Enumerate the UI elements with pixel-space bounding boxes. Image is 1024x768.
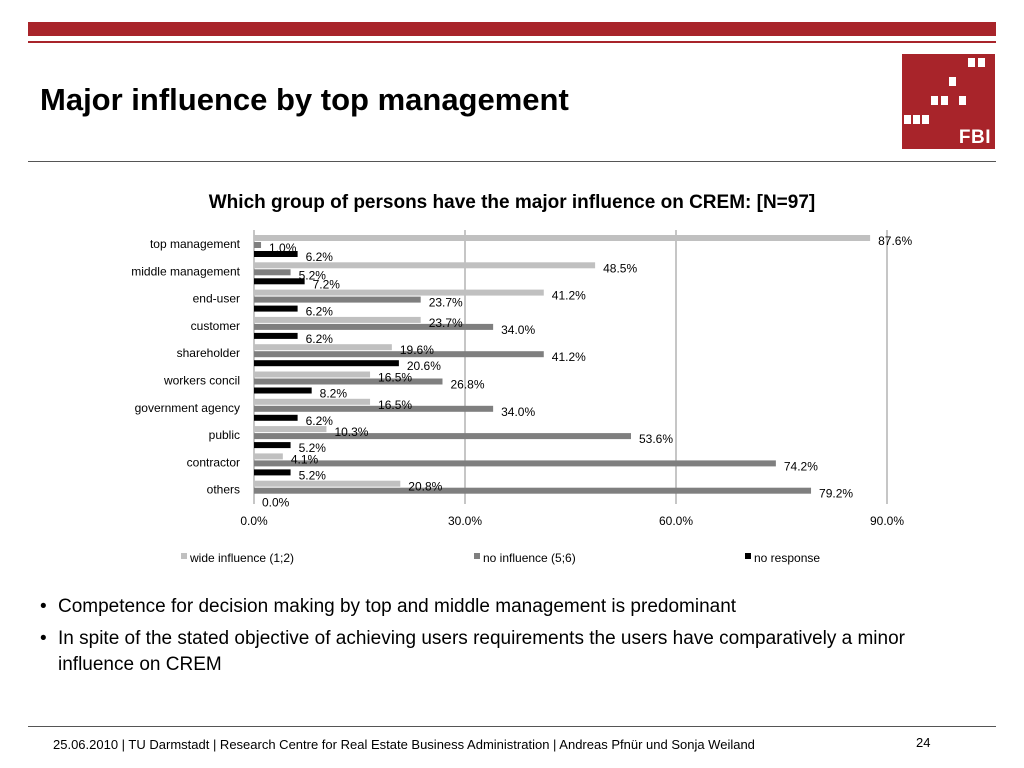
category-label-customer: customer [191, 319, 240, 333]
bullet-list: Competence for decision making by top an… [38, 594, 938, 684]
chart-title: Which group of persons have the major in… [208, 192, 816, 213]
page-number: 24 [916, 735, 931, 750]
bar-no-influence-public [254, 433, 631, 440]
data-label-wide-influence-customer: 23.7% [429, 316, 463, 330]
data-label-no-response-contractor: 5.2% [299, 468, 327, 482]
data-label-no-response-public: 5.2% [299, 441, 327, 455]
bar-no-influence-workers-concil [254, 378, 443, 385]
bar-wide-influence-workers-concil [254, 371, 371, 378]
category-label-government-agency: government agency [135, 401, 240, 415]
data-label-no-influence-top-management: 1.0% [269, 241, 297, 255]
data-label-no-influence-public: 53.6% [639, 432, 673, 446]
labels: 0.0% 30.0% 60.0% 90.0% top management 87.6% 1.… [131, 234, 912, 528]
category-label-workers-concil: workers concil [163, 374, 240, 388]
bar-no-response-top-management [254, 251, 298, 257]
x-tick-label: 30.0% [448, 514, 482, 528]
bar-no-influence-top-management [254, 242, 262, 248]
bar-wide-influence-middle-management [254, 262, 596, 269]
bar-no-influence-end-user [254, 296, 421, 303]
bar-no-response-end-user [254, 305, 298, 312]
category-label-top-management: top management [150, 237, 241, 251]
fbi-logo: FBI [902, 54, 995, 149]
data-label-no-influence-shareholder: 41.2% [552, 350, 586, 364]
bar-no-response-contractor [254, 469, 291, 476]
bar-no-response-workers-concil [254, 387, 312, 394]
category-label-contractor: contractor [187, 455, 240, 469]
bar-no-influence-shareholder [254, 351, 544, 358]
bar-no-response-shareholder [254, 360, 399, 367]
bar-no-influence-government-agency [254, 405, 494, 412]
category-label-public: public [209, 428, 240, 442]
top-accent-bar [28, 22, 996, 36]
bar-no-influence-others [254, 487, 812, 494]
data-label-no-response-middle-management: 7.2% [313, 277, 341, 291]
category-label-shareholder: shareholder [177, 346, 240, 360]
data-label-no-influence-government-agency: 34.0% [501, 405, 535, 419]
data-label-no-response-others: 0.0% [262, 496, 290, 510]
title-divider [28, 161, 996, 162]
bar-wide-influence-public [254, 426, 327, 433]
data-label-no-response-end-user: 6.2% [306, 305, 334, 319]
data-label-no-influence-middle-management: 5.2% [299, 268, 327, 282]
footer-text: 25.06.2010 | TU Darmstadt | Research Cen… [53, 737, 755, 752]
x-tick-label: 60.0% [659, 514, 693, 528]
bullet-item-1: Competence for decision making by top an… [38, 594, 938, 620]
bar-no-response-customer [254, 332, 298, 339]
bar-no-response-government-agency [254, 414, 298, 421]
bar-wide-influence-contractor [254, 453, 283, 460]
data-label-wide-influence-top-management: 87.6% [878, 234, 912, 248]
data-label-wide-influence-government-agency: 16.5% [378, 398, 412, 412]
data-label-wide-influence-workers-concil: 16.5% [378, 371, 412, 385]
legend-swatch-wide-influence [181, 553, 187, 559]
bar-no-response-middle-management [254, 278, 305, 285]
data-label-wide-influence-end-user: 41.2% [552, 289, 586, 303]
data-label-wide-influence-shareholder: 19.6% [400, 343, 434, 357]
data-label-wide-influence-others: 20.8% [408, 480, 442, 494]
bar-wide-influence-shareholder [254, 344, 392, 351]
data-label-wide-influence-contractor: 4.1% [291, 452, 319, 466]
data-label-no-influence-contractor: 74.2% [784, 459, 818, 473]
data-label-no-response-shareholder: 20.6% [407, 359, 441, 373]
bar-no-influence-customer [254, 323, 494, 330]
bar-no-response-public [254, 442, 291, 449]
data-label-no-influence-others: 79.2% [819, 487, 853, 501]
bar-no-influence-contractor [254, 460, 776, 467]
legend: wide influence (1;2) no influence (5;6) no… [181, 551, 820, 565]
legend-label-no-response: no response [754, 551, 820, 565]
category-label-end-user: end-user [193, 292, 240, 306]
data-label-wide-influence-public: 10.3% [334, 425, 368, 439]
data-label-no-response-workers-concil: 8.2% [320, 387, 348, 401]
category-label-others: others [207, 483, 240, 497]
data-label-wide-influence-middle-management: 48.5% [603, 261, 637, 275]
bar-no-influence-middle-management [254, 269, 291, 276]
bar-wide-influence-customer [254, 316, 421, 323]
category-label-middle-management: middle management [131, 264, 240, 278]
bar-chart: 0.0% 30.0% 60.0% 90.0% top management 87.6% 1.… [131, 230, 912, 565]
bullet-item-2: In spite of the stated objective of achi… [38, 626, 938, 678]
bar-wide-influence-end-user [254, 289, 544, 296]
top-accent-line [28, 41, 996, 43]
bar-wide-influence-government-agency [254, 398, 371, 405]
bar-wide-influence-top-management [254, 235, 871, 241]
data-label-no-response-customer: 6.2% [306, 332, 334, 346]
logo-text: FBI [958, 127, 991, 148]
legend-swatch-no-influence [474, 553, 480, 559]
bars [254, 235, 871, 494]
data-label-no-response-government-agency: 6.2% [306, 414, 334, 428]
legend-label-no-influence: no influence (5;6) [483, 551, 576, 565]
legend-swatch-no-response [745, 553, 751, 559]
bar-wide-influence-others [254, 480, 401, 487]
data-label-no-influence-workers-concil: 26.8% [450, 378, 484, 392]
data-label-no-influence-end-user: 23.7% [429, 296, 463, 310]
footer-divider [28, 726, 996, 727]
legend-label-wide-influence: wide influence (1;2) [189, 551, 294, 565]
x-tick-label: 90.0% [870, 514, 904, 528]
x-tick-label: 0.0% [240, 514, 268, 528]
data-label-no-response-top-management: 6.2% [306, 250, 334, 264]
data-label-no-influence-customer: 34.0% [501, 323, 535, 337]
slide-title: Major influence by top management [40, 82, 569, 117]
